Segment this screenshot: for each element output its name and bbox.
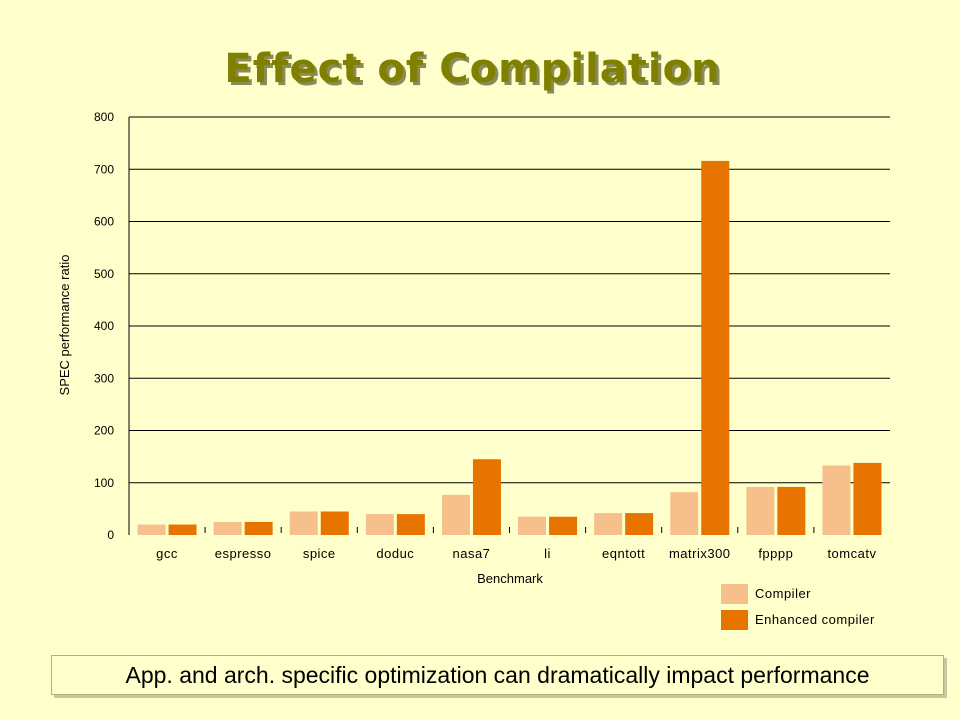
bar-compiler-eqntott	[594, 513, 623, 535]
category-label: fpppp	[758, 546, 793, 561]
category-label: eqntott	[602, 546, 645, 561]
legend-swatch-compiler	[721, 584, 748, 604]
bar-enhanced-compiler-gcc	[168, 524, 197, 535]
caption-text: App. and arch. specific optimization can…	[125, 661, 870, 688]
y-tick-label: 300	[94, 371, 114, 385]
category-label: matrix300	[669, 546, 731, 561]
bar-compiler-li	[518, 516, 547, 535]
bar-chart: SPEC performance ratio Benchmark 0 100 200…	[57, 110, 890, 630]
y-tick-label: 400	[94, 319, 114, 333]
y-tick-label: 600	[94, 215, 114, 229]
legend-label-enhanced-compiler: Enhanced compiler	[755, 612, 875, 627]
bar-enhanced-compiler-tomcatv	[853, 462, 882, 535]
x-axis-label: Benchmark	[477, 571, 543, 586]
bar-enhanced-compiler-matrix300	[701, 160, 730, 535]
y-tick-label: 500	[94, 267, 114, 281]
y-tick-labels: 0 100 200 300 400 500 600 700 800	[94, 110, 114, 542]
bar-compiler-spice	[289, 511, 318, 535]
bars	[137, 160, 882, 535]
gridlines	[128, 116, 890, 535]
bar-enhanced-compiler-li	[549, 516, 578, 535]
category-label: tomcatv	[827, 546, 876, 561]
category-label: espresso	[215, 546, 272, 561]
bar-enhanced-compiler-eqntott	[625, 513, 654, 535]
bar-enhanced-compiler-nasa7	[472, 459, 501, 535]
category-label: li	[544, 546, 551, 561]
category-label: doduc	[376, 546, 414, 561]
y-tick-label: 700	[94, 162, 114, 176]
bar-compiler-nasa7	[441, 494, 470, 535]
bar-enhanced-compiler-espresso	[244, 521, 273, 535]
y-tick-label: 0	[107, 528, 114, 542]
category-label: spice	[303, 546, 336, 561]
legend-swatch-enhanced-compiler	[721, 610, 748, 630]
y-axis-label: SPEC performance ratio	[57, 255, 72, 396]
category-labels: gcc espresso spice doduc nasa7 li eqntott matri…	[156, 546, 876, 561]
y-tick-label: 100	[94, 476, 114, 490]
y-tick-label: 800	[94, 110, 114, 124]
bar-compiler-espresso	[213, 521, 242, 535]
caption-box: App. and arch. specific optimization can…	[51, 655, 944, 695]
bar-compiler-fpppp	[746, 486, 775, 535]
legend-label-compiler: Compiler	[755, 586, 811, 601]
y-tick-label: 200	[94, 424, 114, 438]
bar-enhanced-compiler-fpppp	[777, 486, 806, 535]
category-label: gcc	[156, 546, 178, 561]
slide-title: Effect of Compilation	[224, 46, 721, 92]
category-label: nasa7	[452, 546, 490, 561]
bar-compiler-doduc	[365, 514, 394, 535]
bar-compiler-gcc	[137, 524, 166, 535]
bar-compiler-tomcatv	[822, 465, 851, 535]
bar-enhanced-compiler-doduc	[396, 514, 425, 535]
legend: Compiler Enhanced compiler	[721, 584, 875, 630]
bar-compiler-matrix300	[670, 492, 699, 535]
bar-enhanced-compiler-spice	[320, 511, 349, 535]
